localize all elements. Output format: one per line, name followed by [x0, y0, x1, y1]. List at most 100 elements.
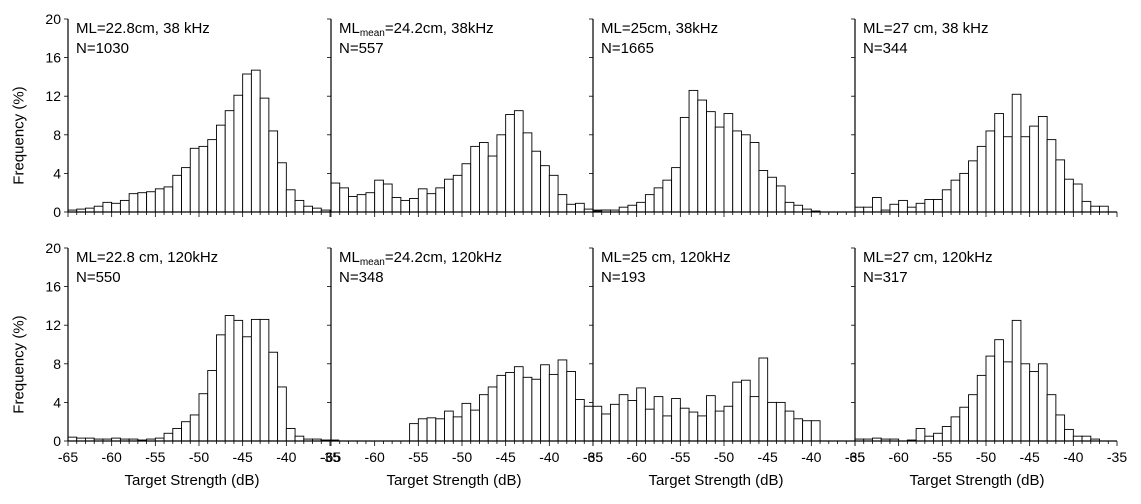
histogram-bar [391, 197, 402, 213]
x-axis-label-3: Target Strength (dB) [648, 472, 784, 489]
histogram-bar [662, 179, 673, 213]
panel-label-line1: MLmean=24.2cm, 38kHz [339, 20, 494, 39]
histogram-bar [233, 319, 244, 442]
histogram-bar [959, 406, 969, 442]
histogram-bar [259, 318, 270, 442]
histogram-bar [444, 410, 454, 442]
histogram-bar [976, 145, 987, 213]
histogram-bar [714, 126, 725, 213]
x-tick-label: -65 [583, 449, 603, 465]
histogram-bar [706, 395, 716, 442]
histogram-bar [959, 172, 969, 213]
x-tick-label: -55 [145, 449, 165, 465]
histogram-bar [610, 403, 620, 442]
x-tick-label: -45 [1020, 449, 1040, 465]
y-tick-label: 4 [53, 394, 61, 410]
histogram-bar [409, 423, 419, 442]
histogram-bar [1072, 435, 1083, 442]
histogram-bar [636, 387, 646, 442]
histogram-bar [259, 97, 270, 213]
label-segment: ML=25 cm, 120kHz [601, 249, 731, 266]
histogram-bar [732, 381, 742, 442]
histogram-bar [242, 73, 252, 213]
histogram-bar [557, 194, 568, 213]
panel-label-line2: N=348 [339, 269, 384, 286]
panel-label-line2: N=550 [76, 269, 121, 286]
histogram-bar [1020, 136, 1031, 213]
histogram-bar [636, 201, 646, 213]
histogram-bar [723, 405, 734, 442]
histogram-bar [697, 415, 707, 442]
histogram-bar [426, 193, 437, 213]
panel-label-line1: ML=22.8cm, 38 kHz [76, 20, 210, 37]
x-tick-label: -45 [758, 449, 778, 465]
histogram-bar [775, 185, 786, 213]
x-tick-label: -50 [976, 449, 996, 465]
histogram-bar [1055, 159, 1066, 213]
x-tick-label: -50 [452, 449, 472, 465]
histogram-bar [224, 110, 235, 213]
histogram-bar [216, 124, 226, 213]
histogram-bar [872, 197, 882, 213]
histogram-bar [409, 198, 419, 213]
histogram-bar [277, 162, 287, 213]
histogram-bar [671, 398, 681, 442]
x-tick-label: -50 [714, 449, 734, 465]
histogram-bar [189, 414, 200, 442]
histogram-bar [968, 160, 978, 213]
histogram-bar [915, 428, 926, 442]
panel-label-line2: N=557 [339, 40, 384, 57]
histogram-bar [330, 182, 341, 213]
histogram-bar [784, 201, 795, 213]
x-tick-label: -55 [408, 449, 428, 465]
histogram-bar [356, 194, 367, 213]
histogram-bar [531, 150, 542, 213]
histogram-bar [426, 417, 437, 442]
histogram-bar [758, 357, 769, 442]
label-segment: ML=27 cm, 120kHz [863, 249, 993, 266]
histogram-bar [479, 394, 489, 442]
panel-label-line1: ML=22.8 cm, 120kHz [76, 249, 218, 266]
histogram-bar [146, 191, 156, 213]
histogram-bar [889, 203, 900, 213]
histogram-bar [1064, 428, 1074, 442]
panel-label-line2: N=193 [601, 269, 646, 286]
histogram-bar [1072, 183, 1083, 213]
histogram-bar [461, 163, 472, 213]
y-tick-label: 4 [53, 165, 61, 181]
x-tick-label: -45 [496, 449, 516, 465]
y-tick-label: 16 [45, 50, 61, 66]
histogram-panel-6: -65 -60 -55 -50 -45 -40 -35 MLmean=24.2cm, 120k… [321, 247, 646, 465]
histogram-bar [348, 196, 358, 213]
histogram-bar [1029, 125, 1039, 213]
histogram-bar [775, 401, 786, 442]
label-segment: ML=22.8 cm, 120kHz [76, 249, 218, 266]
histogram-bar [601, 413, 611, 442]
histogram-bar [1020, 363, 1031, 442]
histogram-bar [268, 351, 279, 442]
label-segment: =24.2cm, 38kHz [385, 20, 494, 37]
histogram-bar [548, 373, 559, 442]
histogram-bar [1037, 116, 1048, 213]
histogram-panel-7: -65 -60 -55 -50 -45 -40 -35 ML=25 cm, 120kHz N=1… [583, 247, 865, 465]
histogram-bar [644, 408, 655, 442]
histogram-bar [575, 202, 585, 213]
histogram-bar [924, 435, 935, 442]
histogram-bar [915, 202, 926, 213]
panel-label-line1: ML=25cm, 38kHz [601, 20, 718, 37]
histogram-bar [1046, 394, 1057, 442]
histogram-bar [1081, 435, 1092, 442]
label-segment: ML [339, 20, 360, 37]
histogram-bar [793, 418, 804, 442]
histogram-bar [1055, 414, 1066, 442]
histogram-bar [207, 370, 217, 442]
histogram-bar [985, 355, 996, 442]
histogram-bar [452, 174, 463, 213]
histogram-bar [294, 199, 305, 213]
histogram-panel-4: ML=27 cm, 38 kHz N=344 [851, 18, 1118, 217]
histogram-bar [784, 410, 795, 442]
x-tick-label: -40 [539, 449, 559, 465]
histogram-bar [767, 401, 777, 442]
x-tick-label: -60 [365, 449, 385, 465]
x-tick-label: -55 [932, 449, 952, 465]
